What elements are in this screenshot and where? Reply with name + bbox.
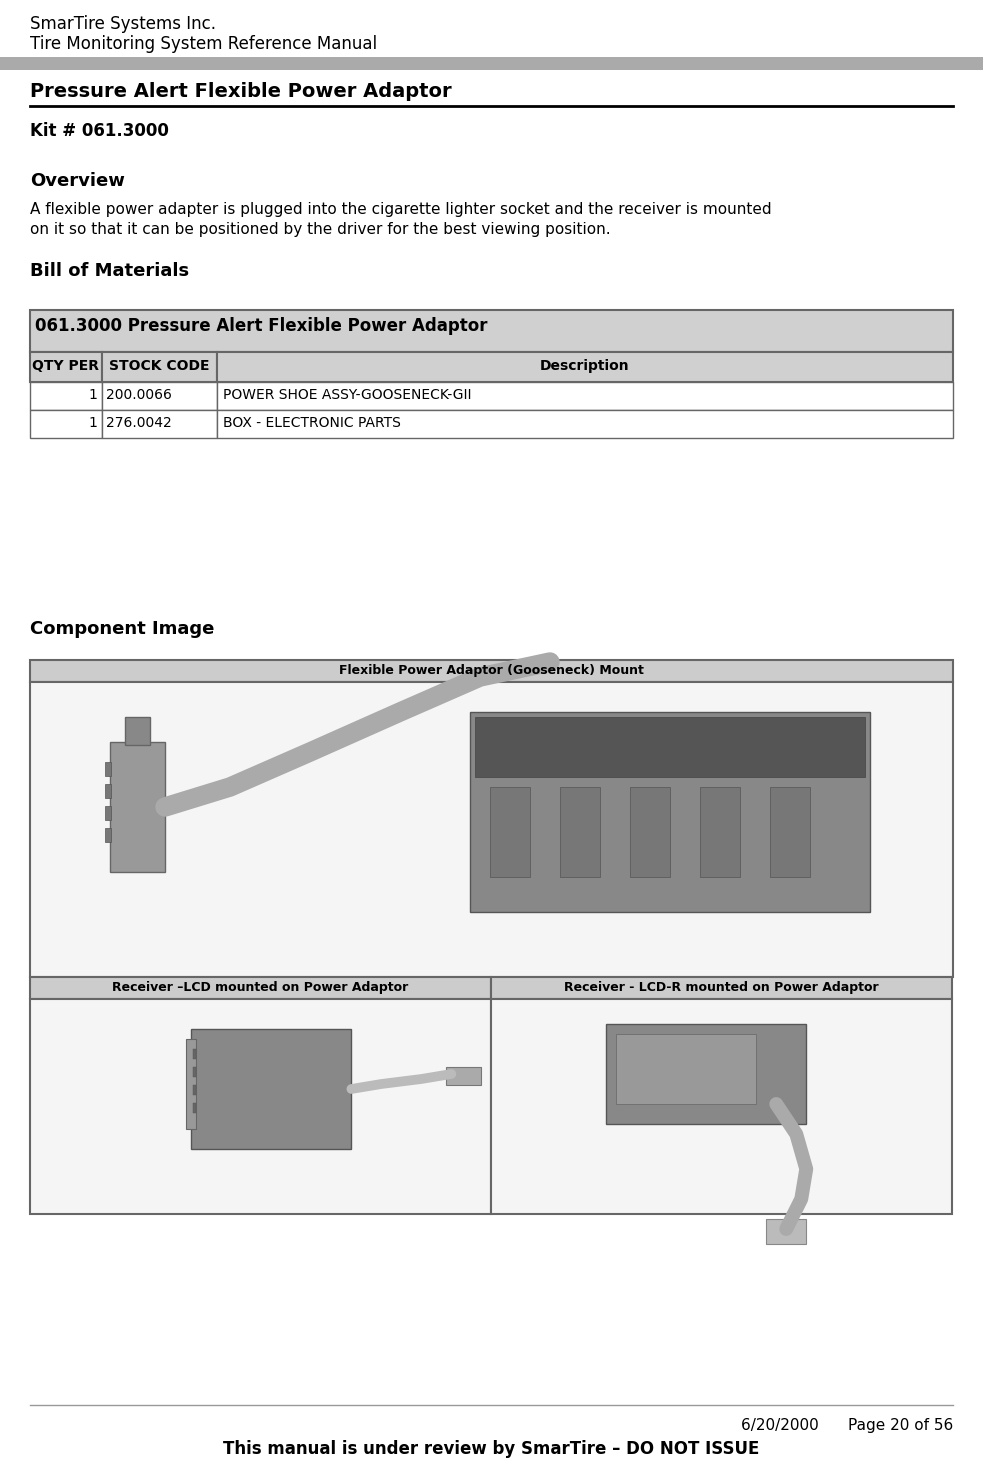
Text: Receiver - LCD-R mounted on Power Adaptor: Receiver - LCD-R mounted on Power Adapto… xyxy=(564,981,879,994)
Text: STOCK CODE: STOCK CODE xyxy=(109,359,209,372)
Bar xyxy=(490,787,530,877)
Bar xyxy=(630,787,670,877)
Text: 1: 1 xyxy=(88,388,97,402)
Bar xyxy=(102,383,217,410)
Bar xyxy=(607,1023,806,1124)
Text: 1: 1 xyxy=(88,416,97,430)
Bar xyxy=(767,1220,806,1245)
Bar xyxy=(187,1039,197,1129)
Text: 200.0066: 200.0066 xyxy=(106,388,172,402)
Bar xyxy=(30,352,102,383)
Bar xyxy=(194,1067,197,1078)
Bar xyxy=(30,309,953,352)
Bar xyxy=(475,717,865,777)
Text: 6/20/2000      Page 20 of 56: 6/20/2000 Page 20 of 56 xyxy=(741,1418,953,1432)
Bar xyxy=(491,998,952,1214)
Bar xyxy=(105,784,111,798)
Text: Tire Monitoring System Reference Manual: Tire Monitoring System Reference Manual xyxy=(30,35,377,53)
Bar xyxy=(30,682,953,976)
Text: Pressure Alert Flexible Power Adaptor: Pressure Alert Flexible Power Adaptor xyxy=(30,82,451,101)
Bar xyxy=(30,660,953,682)
Bar xyxy=(217,410,953,438)
Text: Flexible Power Adaptor (Gooseneck) Mount: Flexible Power Adaptor (Gooseneck) Mount xyxy=(339,664,644,677)
Bar xyxy=(192,1029,351,1149)
Text: 276.0042: 276.0042 xyxy=(106,416,172,430)
Bar xyxy=(616,1034,756,1104)
Bar xyxy=(30,998,491,1214)
Text: SmarTire Systems Inc.: SmarTire Systems Inc. xyxy=(30,15,216,34)
Text: A flexible power adapter is plugged into the cigarette lighter socket and the re: A flexible power adapter is plugged into… xyxy=(30,202,772,217)
Bar xyxy=(700,787,740,877)
Bar xyxy=(30,976,491,998)
Bar xyxy=(110,742,165,872)
Text: Overview: Overview xyxy=(30,172,125,191)
Bar xyxy=(105,828,111,841)
Bar xyxy=(30,383,102,410)
Text: Kit # 061.3000: Kit # 061.3000 xyxy=(30,122,169,139)
Text: This manual is under review by SmarTire – DO NOT ISSUE: This manual is under review by SmarTire … xyxy=(223,1440,760,1459)
Text: Component Image: Component Image xyxy=(30,620,214,638)
Bar xyxy=(217,352,953,383)
Bar xyxy=(217,383,953,410)
Bar xyxy=(194,1102,197,1113)
Text: Receiver –LCD mounted on Power Adaptor: Receiver –LCD mounted on Power Adaptor xyxy=(112,981,409,994)
Text: POWER SHOE ASSY-GOOSENECK-GII: POWER SHOE ASSY-GOOSENECK-GII xyxy=(223,388,472,402)
Bar xyxy=(105,762,111,776)
Text: Description: Description xyxy=(541,359,630,372)
Bar xyxy=(446,1067,482,1085)
Text: QTY PER: QTY PER xyxy=(32,359,99,372)
Bar xyxy=(125,717,150,745)
Text: Bill of Materials: Bill of Materials xyxy=(30,262,189,280)
Bar xyxy=(30,410,102,438)
Bar xyxy=(102,352,217,383)
Bar xyxy=(560,787,600,877)
Bar xyxy=(105,806,111,819)
Bar xyxy=(194,1050,197,1058)
Bar xyxy=(770,787,810,877)
Bar xyxy=(470,712,870,912)
Text: BOX - ELECTRONIC PARTS: BOX - ELECTRONIC PARTS xyxy=(223,416,401,430)
Text: on it so that it can be positioned by the driver for the best viewing position.: on it so that it can be positioned by th… xyxy=(30,221,610,237)
Bar xyxy=(0,57,983,70)
Bar xyxy=(491,976,952,998)
Bar xyxy=(194,1085,197,1095)
Bar xyxy=(102,410,217,438)
Text: 061.3000 Pressure Alert Flexible Power Adaptor: 061.3000 Pressure Alert Flexible Power A… xyxy=(35,317,488,336)
